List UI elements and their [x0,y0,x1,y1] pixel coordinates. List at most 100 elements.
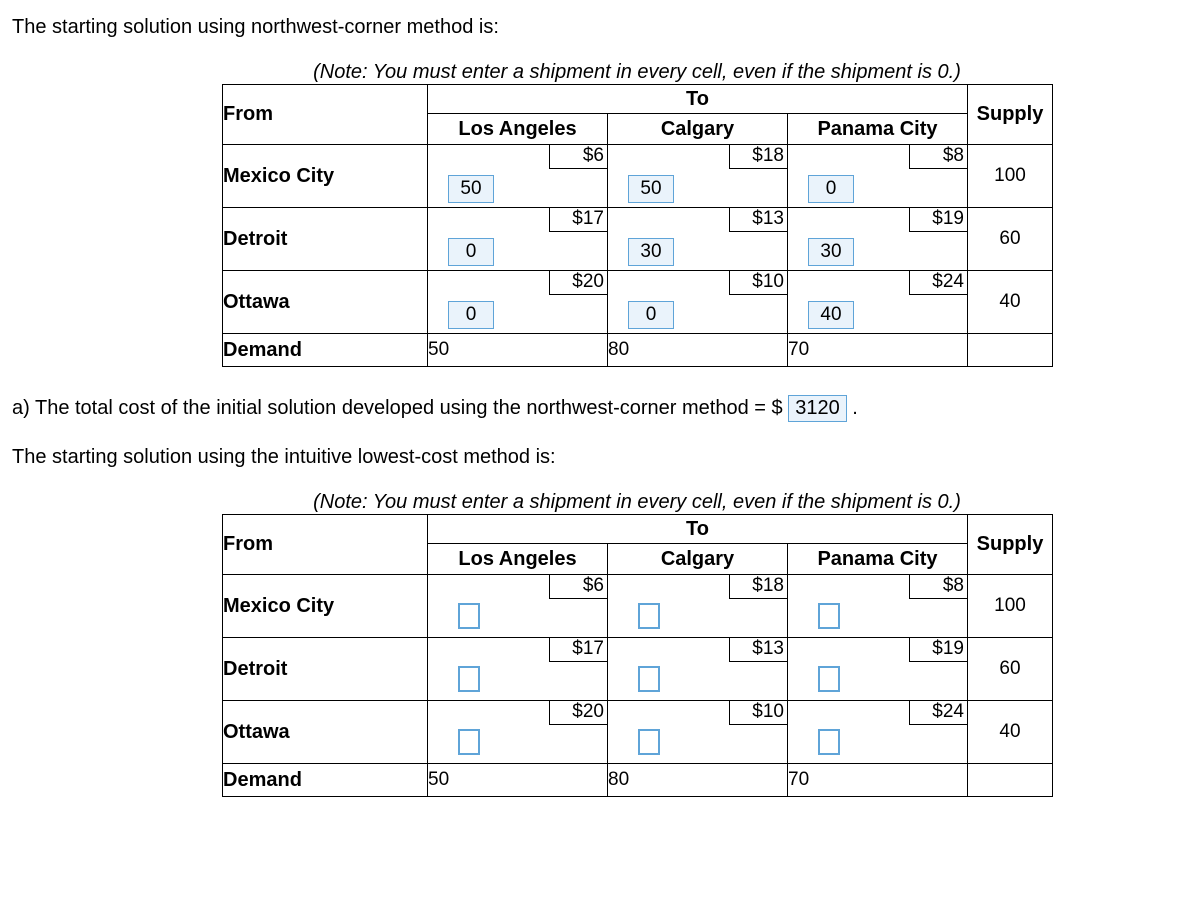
demand-label: Demand [223,334,428,367]
dest-header-la: Los Angeles [428,544,608,575]
cell-mexico-panama: $8 0 [788,145,968,208]
demand-panama: 70 [788,334,968,367]
supply-detroit: 60 [968,208,1053,271]
answer-a-prefix: a) The total cost of the initial solutio… [12,397,788,419]
shipment-input[interactable]: 0 [628,301,674,329]
cell-ottawa-la: $20 0 [428,271,608,334]
source-mexico-city: Mexico City [223,575,428,638]
answer-a-suffix: . [847,397,858,419]
shipment-input[interactable]: 0 [448,301,494,329]
cell-ottawa-calgary: $10 [608,701,788,764]
cost-label: $8 [909,575,967,599]
cost-label: $19 [909,638,967,662]
cost-label: $13 [729,638,787,662]
cell-ottawa-la: $20 [428,701,608,764]
demand-label: Demand [223,764,428,797]
cell-ottawa-panama: $24 [788,701,968,764]
source-mexico-city: Mexico City [223,145,428,208]
cost-label: $13 [729,208,787,232]
source-ottawa: Ottawa [223,271,428,334]
supply-detroit: 60 [968,638,1053,701]
cell-detroit-panama: $19 30 [788,208,968,271]
answer-a-input[interactable]: 3120 [788,395,847,422]
shipment-input[interactable] [818,603,840,629]
demand-row: Demand 50 80 70 [223,334,1053,367]
shipment-input[interactable] [818,729,840,755]
demand-blank [968,764,1053,797]
cell-mexico-panama: $8 [788,575,968,638]
shipment-input[interactable] [458,666,480,692]
note-text-1: (Note: You must enter a shipment in ever… [222,61,1052,84]
cell-mexico-la: $6 50 [428,145,608,208]
dest-header-calgary: Calgary [608,544,788,575]
source-ottawa: Ottawa [223,701,428,764]
from-header: From [223,515,428,575]
cell-detroit-la: $17 [428,638,608,701]
cost-label: $17 [549,638,607,662]
supply-mexico: 100 [968,145,1053,208]
cost-label: $10 [729,271,787,295]
answer-a-line: a) The total cost of the initial solutio… [12,395,1188,422]
shipment-input[interactable] [638,603,660,629]
table-row: Ottawa $20 $10 $24 40 [223,701,1053,764]
from-header: From [223,85,428,145]
table-row: Ottawa $20 0 $10 0 $24 40 40 [223,271,1053,334]
demand-la: 50 [428,334,608,367]
shipment-input[interactable] [818,666,840,692]
to-header: To [428,515,968,544]
shipment-input[interactable] [458,603,480,629]
lowest-cost-table: From To Supply Los Angeles Calgary Panam… [222,514,1053,797]
dest-header-panama: Panama City [788,544,968,575]
demand-calgary: 80 [608,764,788,797]
demand-row: Demand 50 80 70 [223,764,1053,797]
shipment-input[interactable]: 30 [808,238,854,266]
table-row: Detroit $17 0 $13 30 $19 30 60 [223,208,1053,271]
shipment-input[interactable] [458,729,480,755]
supply-header: Supply [968,515,1053,575]
cell-mexico-calgary: $18 [608,575,788,638]
note-text-2: (Note: You must enter a shipment in ever… [222,491,1052,514]
cost-label: $6 [549,575,607,599]
cost-label: $17 [549,208,607,232]
dest-header-panama: Panama City [788,114,968,145]
cell-detroit-panama: $19 [788,638,968,701]
dest-header-calgary: Calgary [608,114,788,145]
cell-ottawa-panama: $24 40 [788,271,968,334]
cell-mexico-la: $6 [428,575,608,638]
supply-mexico: 100 [968,575,1053,638]
demand-panama: 70 [788,764,968,797]
table-row: Mexico City $6 $18 $8 100 [223,575,1053,638]
shipment-input[interactable]: 0 [448,238,494,266]
cost-label: $20 [549,701,607,725]
cost-label: $24 [909,271,967,295]
intro-text-2: The starting solution using the intuitiv… [12,446,1188,469]
cell-ottawa-calgary: $10 0 [608,271,788,334]
cost-label: $10 [729,701,787,725]
demand-calgary: 80 [608,334,788,367]
table-row: Detroit $17 $13 $19 60 [223,638,1053,701]
shipment-input[interactable] [638,666,660,692]
cost-label: $8 [909,145,967,169]
shipment-input[interactable]: 0 [808,175,854,203]
shipment-input[interactable]: 40 [808,301,854,329]
cost-label: $24 [909,701,967,725]
cost-label: $18 [729,145,787,169]
cost-label: $20 [549,271,607,295]
source-detroit: Detroit [223,208,428,271]
cell-detroit-la: $17 0 [428,208,608,271]
supply-ottawa: 40 [968,271,1053,334]
cell-detroit-calgary: $13 30 [608,208,788,271]
northwest-corner-table: From To Supply Los Angeles Calgary Panam… [222,84,1053,367]
cost-label: $6 [549,145,607,169]
table-row: Mexico City $6 50 $18 50 $8 0 100 [223,145,1053,208]
shipment-input[interactable]: 30 [628,238,674,266]
cost-label: $18 [729,575,787,599]
to-header: To [428,85,968,114]
demand-blank [968,334,1053,367]
shipment-input[interactable]: 50 [628,175,674,203]
shipment-input[interactable] [638,729,660,755]
dest-header-la: Los Angeles [428,114,608,145]
shipment-input[interactable]: 50 [448,175,494,203]
intro-text-1: The starting solution using northwest-co… [12,16,1188,39]
cost-label: $19 [909,208,967,232]
